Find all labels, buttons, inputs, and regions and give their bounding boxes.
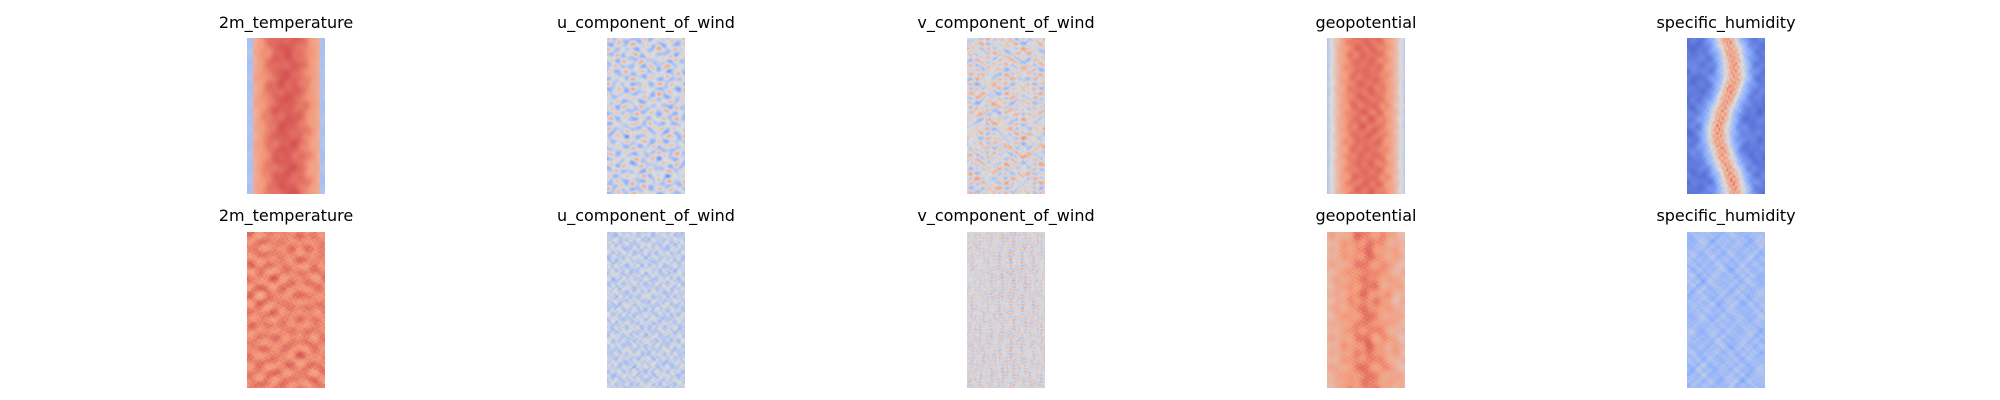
panel-title: u_component_of_wind	[557, 206, 735, 225]
panel-title: specific_humidity	[1656, 13, 1796, 32]
heatmap-v-component-of-wind-row2	[967, 232, 1045, 388]
panel-title: geopotential	[1315, 206, 1417, 225]
heatmap-2m-temperature-row1	[247, 38, 325, 194]
heatmap-2m-temperature-row2	[247, 232, 325, 388]
panel-title: geopotential	[1315, 13, 1417, 32]
panel-title: v_component_of_wind	[917, 206, 1095, 225]
panel-title: 2m_temperature	[218, 206, 354, 225]
panel-title: v_component_of_wind	[917, 13, 1095, 32]
panel-title: 2m_temperature	[218, 13, 354, 32]
heatmap-u-component-of-wind-row2	[607, 232, 685, 388]
heatmap-geopotential-row1	[1327, 38, 1405, 194]
heatmap-v-component-of-wind-row1	[967, 38, 1045, 194]
heatmap-specific-humidity-row2	[1687, 232, 1765, 388]
heatmap-specific-humidity-row1	[1687, 38, 1765, 194]
panel-title: u_component_of_wind	[557, 13, 735, 32]
heatmap-geopotential-row2	[1327, 232, 1405, 388]
panel-title: specific_humidity	[1656, 206, 1796, 225]
heatmap-u-component-of-wind-row1	[607, 38, 685, 194]
